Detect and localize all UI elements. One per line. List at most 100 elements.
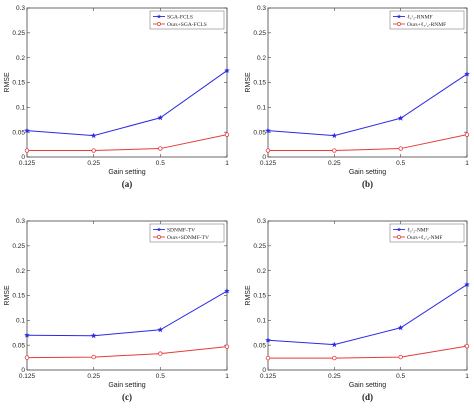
legend-marker-star bbox=[156, 227, 162, 232]
data-point-circle bbox=[158, 351, 163, 356]
y-axis-title: RMSE bbox=[245, 72, 252, 93]
x-tick-label: 1 bbox=[225, 373, 229, 380]
legend-entry: SDNMF-TV bbox=[167, 228, 195, 234]
x-tick-label: 1 bbox=[225, 160, 229, 167]
x-tick-label: 1 bbox=[465, 160, 469, 167]
y-tick-label: 0.2 bbox=[257, 55, 266, 62]
y-tick-label: 0.15 bbox=[253, 293, 266, 300]
data-point-circle bbox=[224, 344, 230, 349]
legend-marker-circle bbox=[397, 22, 401, 26]
y-tick-label: 0.05 bbox=[253, 342, 266, 349]
x-axis-title: Gain setting bbox=[349, 169, 386, 176]
legend-entry: Ours+SDNMF-TV bbox=[167, 235, 209, 241]
data-point-circle bbox=[398, 146, 403, 151]
y-tick-label: 0 bbox=[262, 154, 266, 161]
legend-entry: ℓ₁/₂-NMF bbox=[407, 228, 429, 234]
y-axis-title: RMSE bbox=[4, 72, 11, 93]
data-point-star bbox=[90, 332, 97, 339]
legend-box bbox=[389, 10, 465, 30]
y-tick-label: 0.15 bbox=[253, 80, 266, 87]
y-tick-label: 0 bbox=[262, 367, 266, 374]
x-axis-title: Gain setting bbox=[108, 169, 145, 176]
plot-frame bbox=[26, 220, 228, 371]
y-tick-label: 0.25 bbox=[12, 30, 25, 37]
panel-label: (a) bbox=[122, 179, 133, 189]
data-point-star bbox=[397, 115, 404, 121]
data-point-star bbox=[224, 67, 230, 73]
y-tick-label: 0.3 bbox=[16, 218, 25, 225]
y-tick-label: 0.2 bbox=[16, 55, 25, 62]
legend-box bbox=[149, 10, 225, 30]
series-line-ours bbox=[268, 134, 468, 152]
y-tick-label: 0.05 bbox=[253, 129, 266, 136]
data-point-star bbox=[157, 114, 164, 121]
y-tick-label: 0.05 bbox=[12, 342, 25, 349]
legend-box bbox=[389, 223, 465, 243]
x-tick-label: 0.25 bbox=[87, 373, 100, 380]
legend-entry: Ours+SGA-FCLS bbox=[167, 22, 207, 28]
x-tick-label: 0.25 bbox=[328, 373, 341, 380]
data-point-star bbox=[90, 132, 97, 139]
chart-panel-c: 0 0.05 0.1 0.15 0.2 0.25 0.3 0.125 0.25 0.5 1 Gain … bbox=[4, 218, 230, 402]
y-tick-label: 0.1 bbox=[257, 318, 266, 325]
legend-marker-circle bbox=[397, 235, 401, 239]
chart-panel-d: 0 0.05 0.1 0.15 0.2 0.25 0.3 0.125 0.25 0.5 1 Gain … bbox=[245, 218, 470, 402]
y-tick-label: 0.1 bbox=[16, 105, 25, 112]
data-point-star bbox=[24, 332, 30, 338]
x-tick-label: 0.125 bbox=[19, 160, 36, 167]
series-line-baseline bbox=[267, 284, 468, 346]
legend-entry: Ours+ℓ₁/₂-RNMF bbox=[407, 22, 446, 28]
data-point-star bbox=[464, 71, 470, 77]
data-point-circle bbox=[265, 355, 271, 361]
x-tick-label: 0.125 bbox=[19, 373, 36, 380]
series-line-baseline bbox=[26, 70, 228, 137]
x-tick-label: 0.25 bbox=[87, 160, 100, 167]
data-point-circle bbox=[224, 132, 230, 137]
data-point-circle bbox=[265, 148, 271, 153]
data-point-star bbox=[224, 288, 230, 294]
data-point-circle bbox=[24, 148, 30, 153]
data-point-star bbox=[24, 127, 30, 134]
data-point-circle bbox=[24, 355, 30, 360]
y-tick-label: 0.15 bbox=[12, 80, 25, 87]
legend-marker-star bbox=[396, 14, 402, 19]
y-tick-label: 0.15 bbox=[12, 293, 25, 300]
y-tick-label: 0.25 bbox=[253, 30, 266, 37]
data-point-circle bbox=[332, 148, 337, 153]
y-tick-label: 0.3 bbox=[257, 5, 266, 12]
legend-entry: SGA-FCLS bbox=[167, 15, 193, 21]
panel-label: (b) bbox=[362, 179, 373, 189]
y-tick-label: 0.25 bbox=[253, 243, 266, 250]
data-point-circle bbox=[158, 146, 163, 151]
x-tick-label: 0.5 bbox=[156, 160, 165, 167]
data-point-circle bbox=[464, 132, 470, 137]
y-tick-label: 0.2 bbox=[257, 268, 266, 275]
legend-marker-circle bbox=[157, 235, 161, 239]
plot-frame bbox=[26, 7, 228, 158]
data-point-circle bbox=[464, 343, 470, 349]
panel-label: (c) bbox=[122, 392, 132, 402]
x-tick-label: 0.125 bbox=[260, 160, 277, 167]
panel-label: (d) bbox=[362, 392, 373, 402]
data-point-star bbox=[265, 337, 271, 343]
data-point-circle bbox=[398, 354, 403, 360]
data-point-star bbox=[397, 324, 404, 331]
x-axis-title: Gain setting bbox=[349, 382, 386, 389]
x-tick-label: 0.5 bbox=[396, 160, 405, 167]
series-line-ours bbox=[27, 134, 228, 152]
data-point-circle bbox=[332, 355, 337, 361]
y-tick-label: 0.3 bbox=[16, 5, 25, 12]
legend-entry: ℓ₁/₂-RNMF bbox=[407, 15, 432, 21]
series-line-ours bbox=[26, 346, 228, 359]
y-axis-title: RMSE bbox=[4, 285, 11, 306]
y-tick-label: 0.05 bbox=[12, 129, 25, 136]
data-point-circle bbox=[91, 148, 96, 153]
y-tick-label: 0.3 bbox=[257, 218, 266, 225]
legend-box bbox=[149, 223, 225, 243]
x-tick-label: 1 bbox=[465, 373, 469, 380]
data-point-circle bbox=[91, 354, 96, 360]
